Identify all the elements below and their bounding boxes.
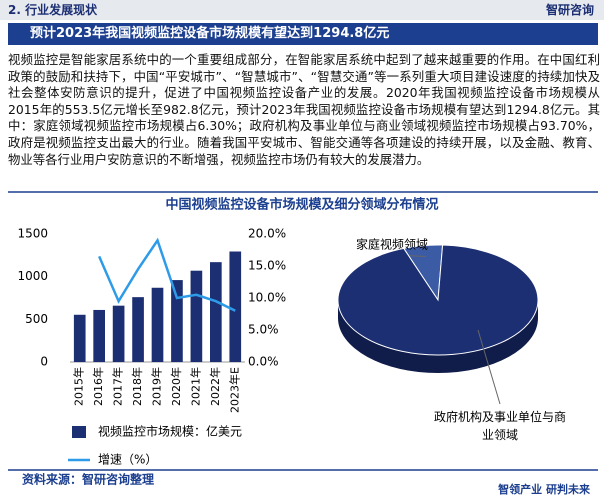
pie-slice: [337, 244, 539, 356]
x-tick-label: 2016年: [91, 367, 105, 406]
bar: [190, 270, 203, 362]
bar: [151, 287, 164, 362]
x-tick-label: 2017年: [111, 367, 125, 406]
x-tick-label: 2018年: [130, 367, 144, 406]
bar: [132, 297, 144, 362]
header-bar: 2. 行业发展现状 智研咨询: [0, 0, 604, 20]
line: [98, 237, 236, 312]
pie-label: 家庭视频领域: [356, 237, 428, 252]
y2-tick-label: 0.0%: [248, 355, 279, 369]
pie-side: [338, 300, 538, 373]
bar: [73, 314, 86, 362]
pie-label: 政府机构及事业单位与商业领域: [433, 410, 566, 442]
x-tick-label: 2020年: [169, 367, 183, 406]
y-tick-label: 0: [40, 355, 48, 369]
legend-label: 视频监控市场规模：亿美元: [98, 424, 242, 439]
footer: 智领产业 研判未来: [498, 482, 591, 496]
y2-tick-label: 10.0%: [248, 291, 286, 305]
bar: [229, 251, 242, 362]
bar: [210, 262, 222, 362]
y-tick-label: 500: [25, 312, 48, 326]
logo: 智研咨询: [545, 3, 594, 17]
x-tick-label: 2019年: [150, 367, 164, 406]
source: 资料来源：智研咨询整理: [22, 472, 154, 487]
y-tick-label: 1000: [17, 269, 48, 283]
paragraph: 视频监控是智能家居系统中的一个重要组成部分，在智能家居系统中起到了越来越重要的作…: [8, 52, 600, 167]
legend-swatch: [72, 426, 86, 438]
bar: [112, 305, 125, 362]
x-tick-label: 2022年: [208, 367, 222, 406]
y2-tick-label: 15.0%: [248, 259, 286, 273]
chart-title: 中国视频监控设备市场规模及细分领域分布情况: [165, 197, 438, 213]
bar: [171, 280, 183, 362]
headline: 预计2023年我国视频监控设备市场规模有望达到1294.8亿元: [8, 23, 598, 45]
legend-label: 增速（%）: [98, 453, 157, 467]
y2-tick-label: 20.0%: [248, 227, 286, 241]
section-title: 2. 行业发展现状: [8, 3, 98, 17]
y-tick-label: 1500: [17, 227, 48, 241]
bar: [93, 309, 105, 362]
x-tick-label: 2015年: [72, 367, 86, 406]
x-tick-label: 2021年: [188, 367, 202, 406]
y2-tick-label: 5.0%: [248, 323, 279, 337]
x-tick-label: 2023年E: [227, 367, 241, 413]
leader-line: [477, 329, 501, 405]
